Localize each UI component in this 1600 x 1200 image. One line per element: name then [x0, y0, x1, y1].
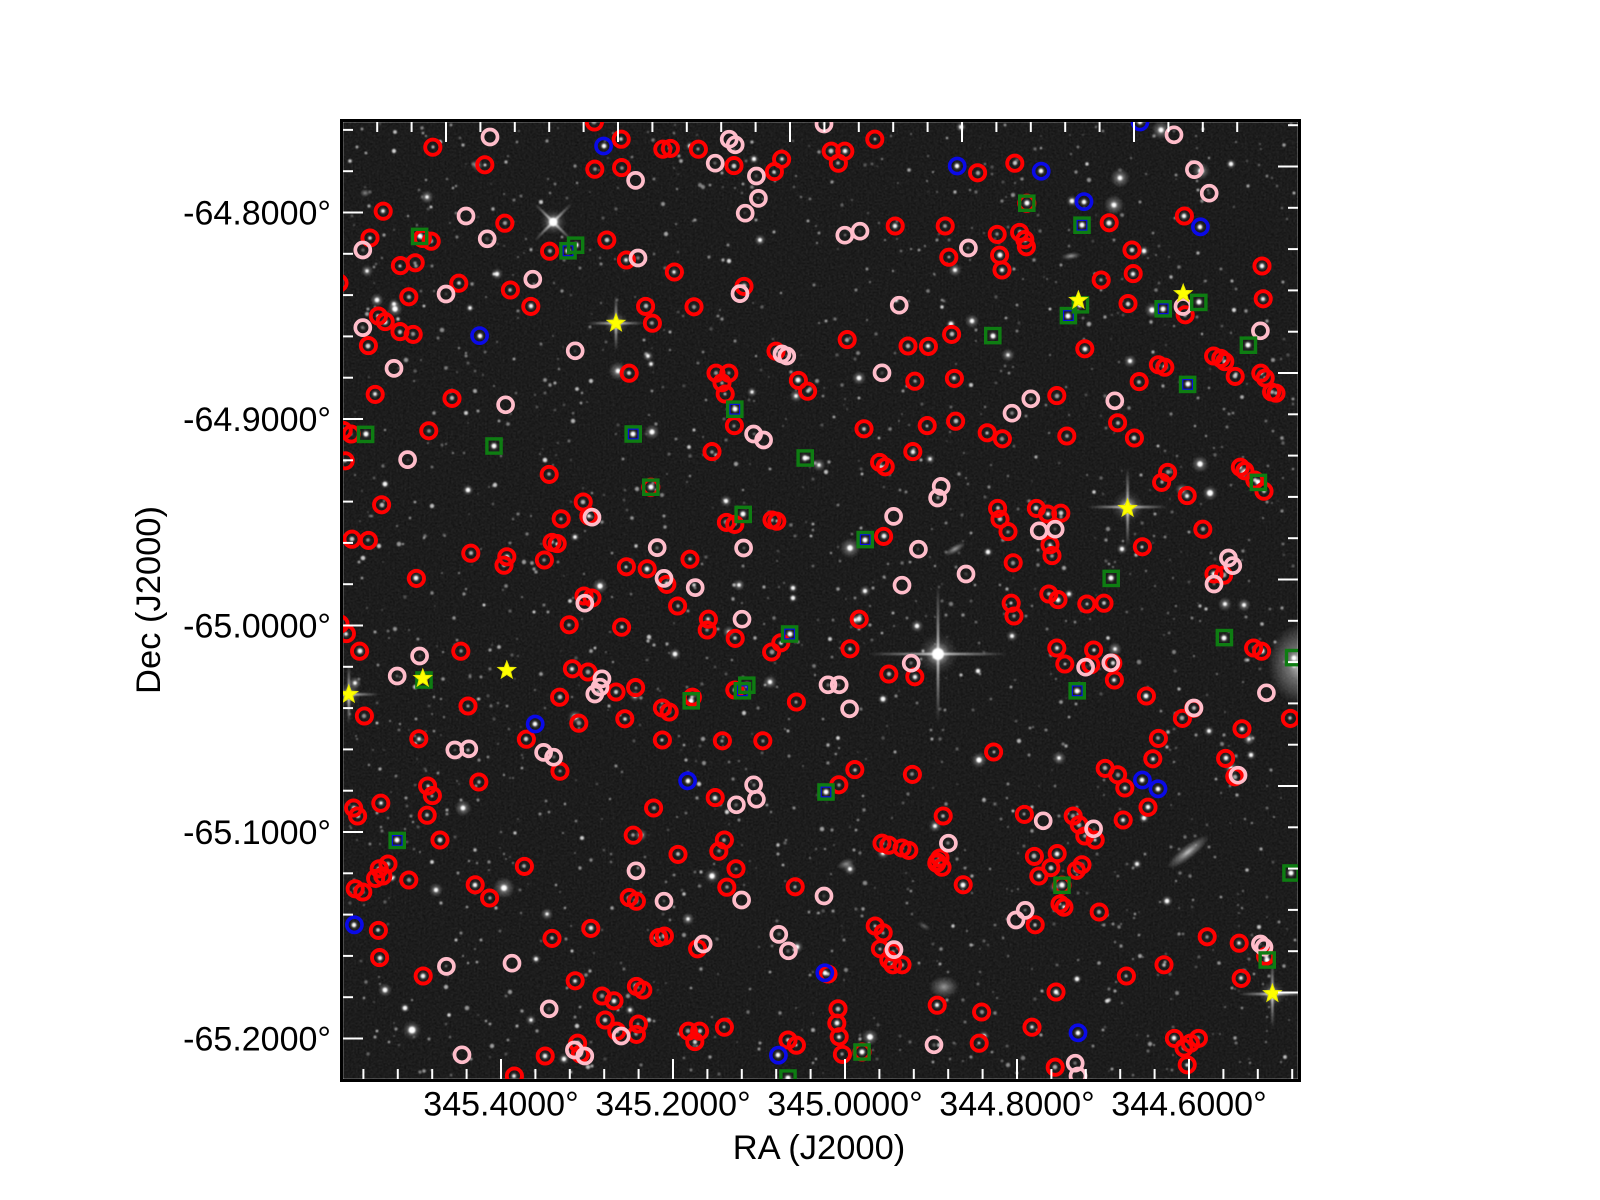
svg-text:344.8000°: 344.8000° — [939, 1086, 1094, 1124]
svg-text:Dec (J2000): Dec (J2000) — [130, 506, 168, 694]
svg-text:-65.1000°: -65.1000° — [183, 814, 331, 852]
svg-text:345.2000°: 345.2000° — [595, 1086, 750, 1124]
svg-text:RA (J2000): RA (J2000) — [733, 1129, 906, 1167]
svg-text:344.6000°: 344.6000° — [1111, 1086, 1266, 1124]
svg-text:345.0000°: 345.0000° — [767, 1086, 922, 1124]
svg-text:-65.0000°: -65.0000° — [183, 608, 331, 646]
svg-text:-64.9000°: -64.9000° — [183, 401, 331, 439]
svg-text:-65.2000°: -65.2000° — [183, 1021, 331, 1059]
svg-text:-64.8000°: -64.8000° — [183, 195, 331, 233]
svg-text:345.4000°: 345.4000° — [423, 1086, 578, 1124]
